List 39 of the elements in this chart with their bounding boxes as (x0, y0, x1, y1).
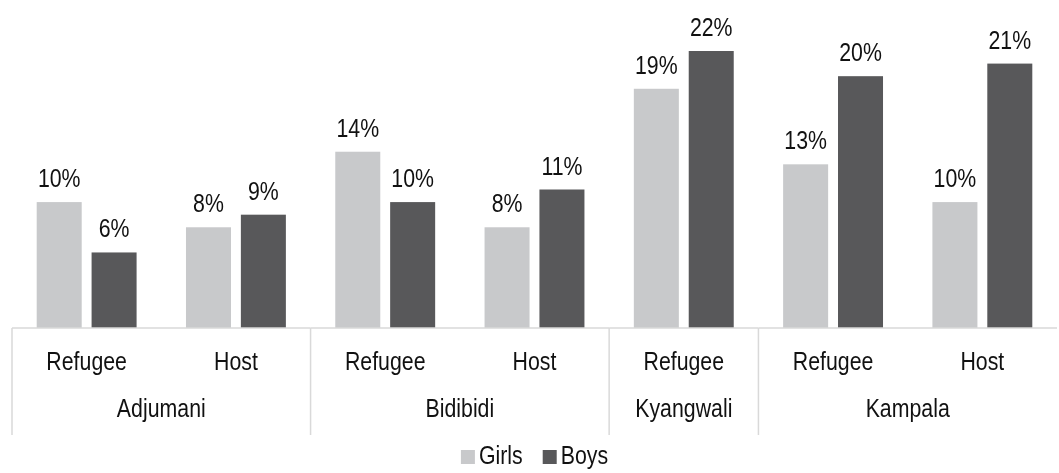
bar (91, 252, 137, 328)
bar (335, 151, 381, 328)
bar (838, 76, 884, 328)
bar (36, 202, 82, 328)
legend-label: Boys (560, 439, 609, 470)
x-tick-label: Refugee (643, 345, 725, 376)
data-label: 9% (247, 175, 279, 206)
data-label: 22% (689, 11, 733, 42)
bar (240, 214, 286, 328)
bar (987, 63, 1033, 328)
x-tick-label: Refugee (344, 345, 426, 376)
data-label: 10% (933, 163, 977, 193)
bar (783, 164, 829, 328)
x-tick-label: Refugee (792, 345, 874, 376)
data-label: 8% (193, 188, 224, 218)
data-label: 13% (784, 125, 827, 155)
data-label: 6% (98, 213, 130, 243)
bar (932, 202, 978, 328)
data-label: 8% (491, 188, 523, 218)
x-tick-label: Host (512, 345, 557, 376)
x-tick-label: Host (960, 345, 1005, 376)
data-label: 10% (391, 163, 434, 193)
x-axis-title: Kampala (865, 392, 951, 423)
legend-label: Girls (478, 439, 523, 470)
data-label: 19% (635, 49, 678, 80)
x-axis-title: Adjumani (116, 392, 206, 423)
bar (484, 227, 530, 328)
data-label: 20% (839, 37, 882, 67)
x-axis-title: Bidibidi (425, 392, 495, 423)
x-tick-label: Refugee (46, 345, 127, 376)
x-tick-label: Host (214, 345, 259, 376)
data-label: 11% (541, 150, 583, 180)
data-label: 14% (336, 112, 380, 143)
bar (185, 227, 231, 328)
data-label: 10% (37, 163, 81, 193)
bar (539, 189, 585, 328)
bar (390, 202, 436, 328)
data-label: 21% (988, 24, 1032, 55)
x-axis-title: Kyangwali (635, 392, 733, 423)
